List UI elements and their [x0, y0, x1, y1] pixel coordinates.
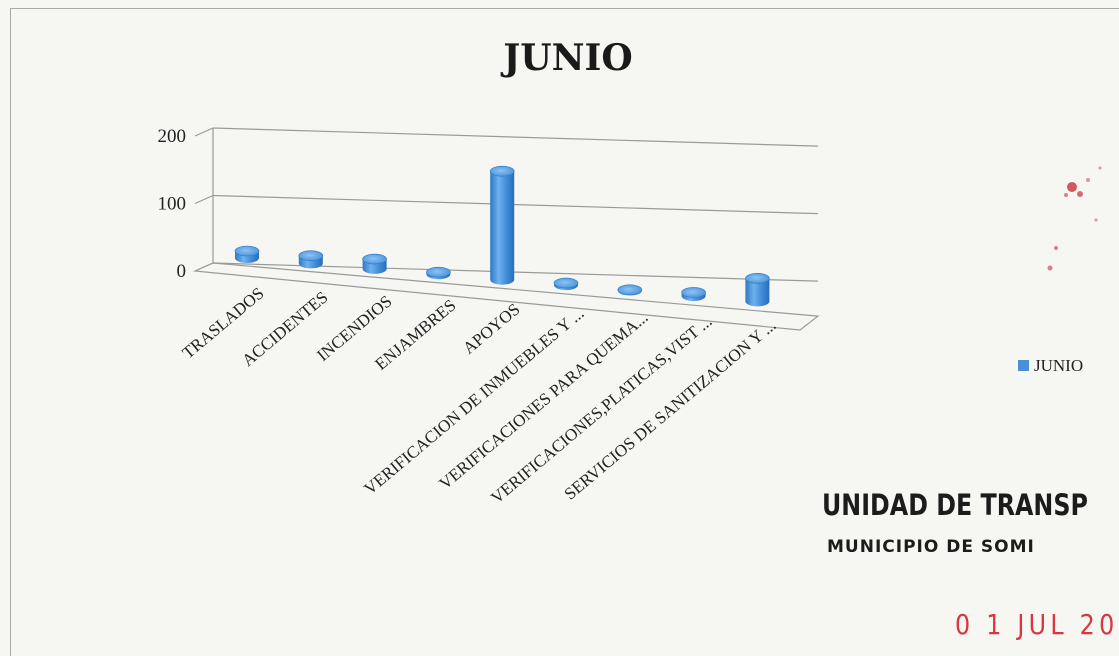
chart-floor — [192, 262, 820, 331]
bar — [681, 287, 706, 301]
bar-body — [490, 171, 515, 285]
stamp-date: 0 1 JUL 202 — [955, 608, 1119, 641]
bar-top — [426, 266, 451, 278]
bar — [426, 266, 451, 280]
bar-top — [234, 245, 260, 257]
bar-top — [489, 165, 515, 177]
bar-top — [298, 250, 324, 262]
bar — [234, 245, 260, 263]
y-tick-label: 100 — [158, 194, 187, 215]
legend-entry: JUNIO — [1034, 356, 1083, 375]
bar — [362, 253, 387, 274]
bar — [745, 272, 770, 307]
legend: JUNIO — [1018, 356, 1083, 375]
bar-top — [745, 272, 770, 284]
chart-frame — [10, 8, 1119, 656]
bar-top — [681, 287, 706, 298]
stamp-smudge — [1047, 166, 1102, 271]
bar-body — [745, 278, 770, 307]
x-category-label: APOYOS — [459, 300, 523, 358]
bar-top — [617, 284, 643, 296]
chart-title: JUNIO — [500, 37, 633, 79]
gridline — [212, 127, 819, 147]
gridline-tick — [194, 127, 214, 137]
y-tick-label: 0 — [177, 261, 187, 282]
bar — [617, 284, 643, 296]
floor-outline — [192, 262, 820, 331]
bar — [298, 250, 324, 269]
bar — [553, 277, 579, 291]
y-tick-label: 200 — [158, 126, 187, 147]
gridline-tick — [194, 194, 214, 205]
bars — [234, 165, 770, 307]
gridline — [212, 194, 819, 215]
legend-swatch — [1018, 360, 1029, 371]
stamp-line-1: UNIDAD DE TRANSP — [822, 488, 1088, 522]
bar-top — [553, 277, 579, 289]
stamp-line-2: MUNICIPIO DE SOMI — [827, 537, 1035, 557]
bar — [489, 165, 515, 285]
y-axis-tick-labels: 0 100 200 — [158, 126, 187, 282]
bar-top — [362, 253, 387, 265]
